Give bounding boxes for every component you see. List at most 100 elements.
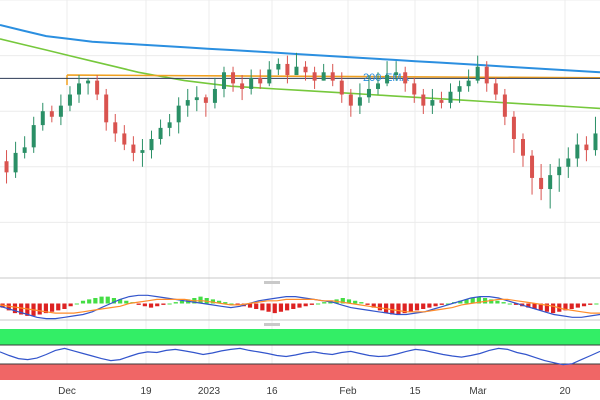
macd-bar — [458, 300, 463, 304]
candle-body — [77, 83, 82, 95]
macd-bar — [322, 302, 327, 304]
candle-body — [502, 94, 507, 117]
macd-bar — [173, 302, 178, 304]
macd-bar — [513, 303, 519, 305]
macd-bar — [142, 303, 147, 307]
macd-bar — [297, 303, 302, 308]
macd-bar — [575, 303, 580, 308]
macd-bar — [247, 303, 253, 308]
candle-body — [185, 100, 190, 106]
candle-body — [267, 69, 272, 84]
candle-body — [511, 116, 516, 139]
macd-bar — [49, 303, 55, 312]
candle-body — [457, 86, 462, 92]
macd-bar — [68, 303, 73, 307]
macd-bar — [266, 303, 271, 312]
candle-body — [285, 63, 290, 76]
candle-body — [357, 97, 362, 106]
macd-bar — [148, 303, 154, 308]
macd-bar — [161, 303, 166, 305]
candle-body — [430, 100, 435, 106]
macd-bar — [346, 299, 352, 304]
candle-body — [203, 97, 208, 103]
macd-bar — [12, 303, 18, 314]
candle-body — [40, 111, 45, 126]
macd-bar — [111, 298, 117, 304]
macd-bar — [359, 302, 364, 304]
macd-bar — [136, 303, 141, 305]
ema-200-line — [0, 24, 600, 74]
macd-bar — [414, 303, 420, 311]
macd-bar — [489, 299, 494, 304]
macd-bar — [569, 303, 574, 309]
candle-body — [403, 72, 408, 84]
candle-body — [366, 88, 371, 98]
macd-bar — [291, 303, 296, 309]
candle-body — [530, 155, 535, 178]
macd-bar — [365, 303, 370, 305]
candle-body — [95, 80, 100, 95]
macd-bar — [353, 300, 358, 304]
macd-bar — [581, 303, 587, 307]
candle-body — [167, 122, 172, 128]
macd-bar — [588, 303, 593, 305]
rsi-overbought-band — [0, 329, 600, 345]
macd-bar — [74, 303, 79, 305]
macd-bar — [470, 298, 475, 304]
candle-body — [557, 166, 562, 176]
candle-body — [330, 72, 335, 81]
macd-bar — [439, 303, 444, 305]
candle-body — [4, 161, 9, 173]
macd-bar — [371, 303, 376, 308]
macd-bar — [56, 303, 61, 311]
candles — [4, 52, 598, 209]
resize-handle-1[interactable] — [264, 281, 280, 284]
macd-bar — [495, 300, 500, 304]
resize-handle-2[interactable] — [264, 323, 280, 326]
macd-bar — [408, 303, 413, 312]
macd-bar — [43, 303, 48, 314]
macd-bar — [309, 303, 314, 305]
candle-body — [348, 94, 353, 106]
x-tick-label: Mar — [469, 386, 487, 397]
candle-body — [86, 80, 91, 84]
candle-body — [593, 133, 598, 151]
macd-bar — [421, 303, 426, 309]
macd-bar — [445, 303, 451, 305]
x-tick-label: Feb — [339, 386, 357, 397]
candle-body — [149, 139, 154, 151]
candle-body — [221, 72, 226, 89]
macd-bar — [464, 299, 469, 304]
macd-bar — [526, 303, 531, 308]
macd-bar — [223, 302, 228, 304]
macd-bar — [563, 303, 568, 311]
main-panel-bg — [0, 0, 600, 278]
candle-body — [466, 80, 471, 87]
macd-bar — [254, 303, 259, 309]
macd-bar — [278, 303, 284, 312]
macd-bar — [235, 303, 240, 305]
candle-body — [249, 77, 254, 89]
candle-body — [58, 105, 63, 117]
macd-bar — [594, 303, 599, 305]
candle-body — [584, 144, 589, 151]
macd-bar — [402, 303, 407, 314]
macd-bar — [260, 303, 265, 311]
macd-bar — [179, 300, 185, 304]
macd-bar — [476, 296, 481, 304]
macd-bar — [155, 303, 160, 307]
macd-bar — [229, 303, 234, 305]
macd-bar — [6, 303, 11, 311]
macd-bar — [340, 298, 345, 304]
macd-bar — [377, 303, 383, 311]
candle-body — [376, 83, 381, 89]
candle-body — [548, 175, 553, 190]
candle-body — [475, 66, 480, 81]
candle-body — [158, 127, 163, 139]
candle-body — [258, 77, 263, 84]
candle-body — [31, 125, 36, 148]
macd-bar — [19, 303, 24, 315]
candle-body — [566, 158, 571, 167]
macd-bar — [551, 303, 556, 314]
